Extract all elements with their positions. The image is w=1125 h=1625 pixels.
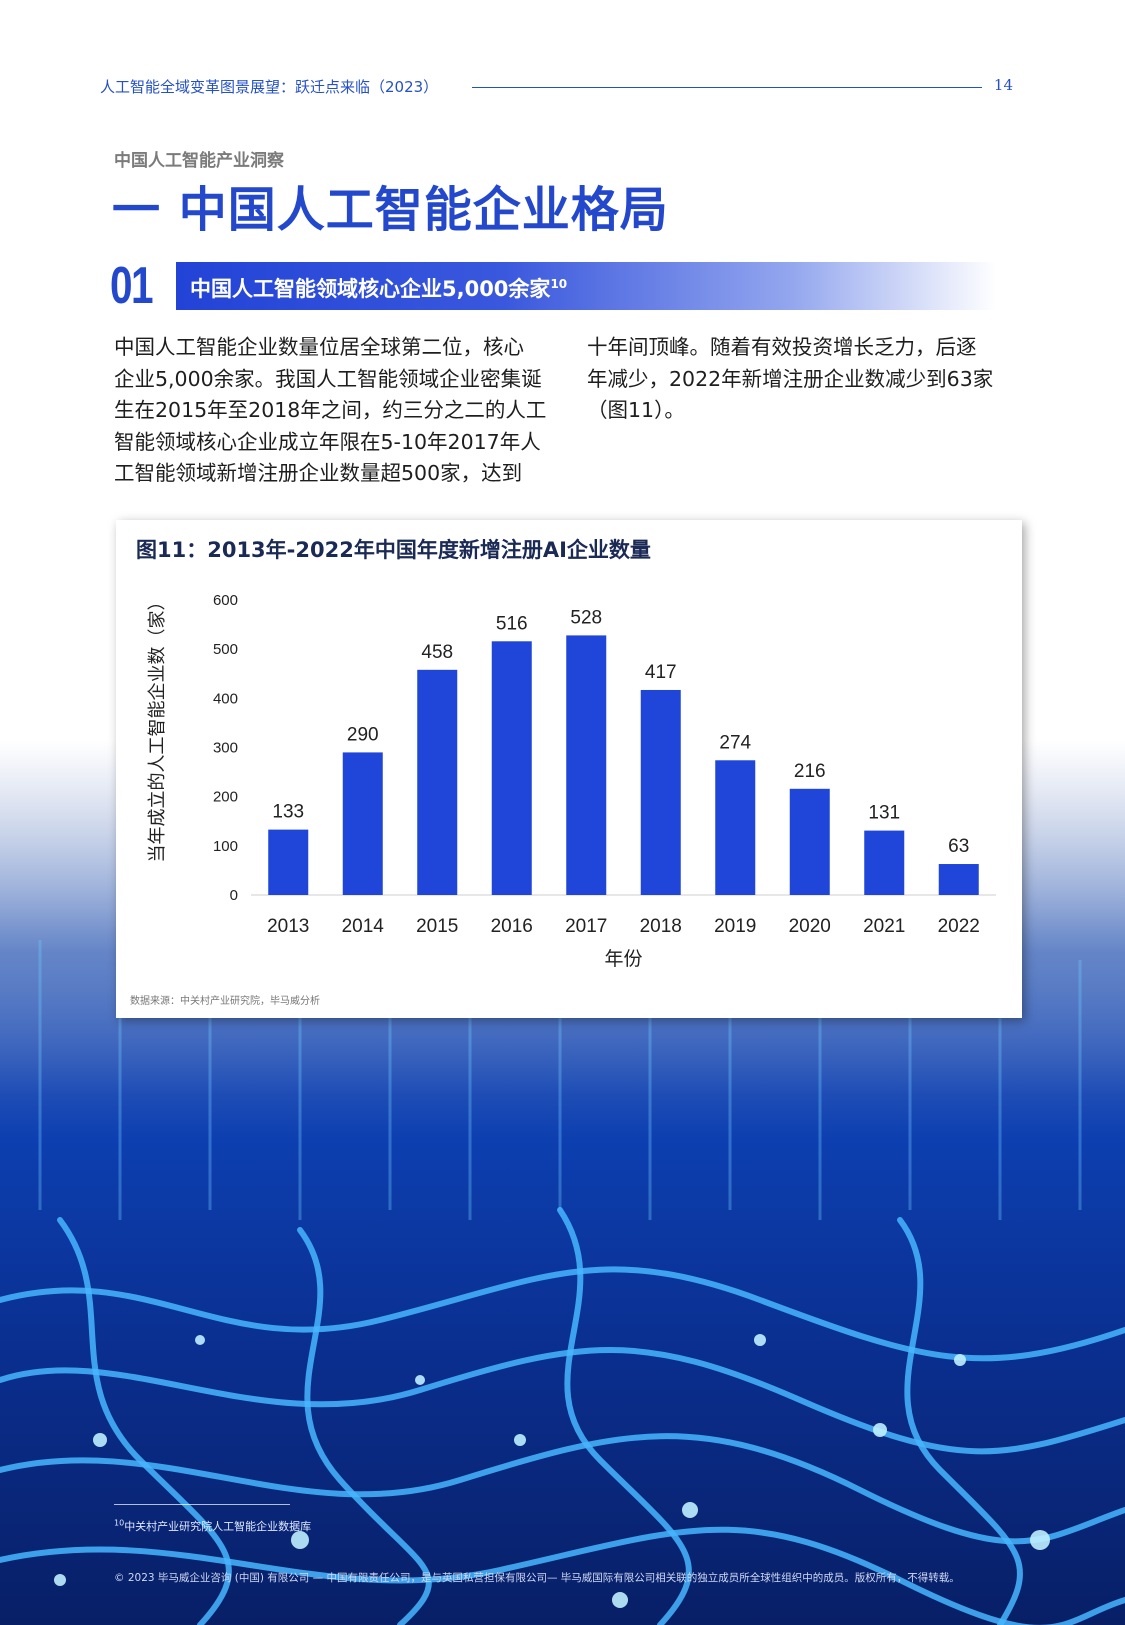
footnote: 10中关村产业研究院人工智能企业数据库 xyxy=(114,1518,311,1534)
subsection-number: 01 xyxy=(110,257,154,315)
y-tick-label: 200 xyxy=(213,789,238,806)
body-line: 十年间顶峰。随着有效投资增长乏力，后逐 xyxy=(587,335,977,359)
page-number: 14 xyxy=(993,76,1013,94)
data-label-2017: 528 xyxy=(570,607,602,628)
y-tick-label: 600 xyxy=(213,592,238,609)
body-text-right: 十年间顶峰。随着有效投资增长乏力，后逐 年减少，2022年新增注册企业数减少到6… xyxy=(587,332,1017,427)
footnote-number: 10 xyxy=(114,1518,125,1528)
y-axis-label: 当年成立的人工智能企业数（家） xyxy=(147,593,168,863)
data-label-2014: 290 xyxy=(347,724,379,745)
bar-chart: 0 100 200 300 400 500 600 133 2013 290 2014 458 2015… xyxy=(147,592,996,970)
bar-2015 xyxy=(417,669,458,895)
x-tick-label-2019: 2019 xyxy=(714,916,756,937)
data-label-2022: 63 xyxy=(948,836,969,857)
x-tick-label-2016: 2016 xyxy=(491,916,533,937)
section-label: 中国人工智能产业洞察 xyxy=(114,151,284,171)
body-line: 年减少，2022年新增注册企业数减少到63家 xyxy=(587,366,994,391)
bar-2018 xyxy=(640,689,681,895)
bar-2013 xyxy=(268,829,309,895)
body-line: 智能领域核心企业成立年限在5-10年2017年人 xyxy=(114,429,541,454)
x-axis-label: 年份 xyxy=(604,948,642,970)
data-label-2016: 516 xyxy=(496,613,528,634)
y-tick-label: 400 xyxy=(213,690,238,707)
running-header: 人工智能全域变革图景展望：跃迁点来临（2023） 14 xyxy=(100,76,1013,98)
copyright-notice: © 2023 毕马威企业咨询 (中国) 有限公司 — 中国有限责任公司，是与英国… xyxy=(114,1572,960,1584)
bar-2016 xyxy=(491,641,532,895)
x-tick-label-2018: 2018 xyxy=(640,916,682,937)
body-line: 企业5,000余家。我国人工智能领域企业密集诞 xyxy=(114,366,542,391)
footnote-text: 中关村产业研究院人工智能企业数据库 xyxy=(124,1520,312,1533)
report-title: 人工智能全域变革图景展望：跃迁点来临（2023） xyxy=(100,78,439,96)
data-label-2020: 216 xyxy=(794,761,826,782)
header-divider xyxy=(472,87,982,88)
page-title: 一 中国人工智能企业格局 xyxy=(112,182,669,238)
body-text-left: 中国人工智能企业数量位居全球第二位，核心 企业5,000余家。我国人工智能领域企… xyxy=(114,332,562,490)
bar-2019 xyxy=(715,760,756,895)
x-tick-label-2014: 2014 xyxy=(342,916,385,937)
footnote-divider xyxy=(114,1504,290,1505)
data-label-2021: 131 xyxy=(868,803,900,824)
x-tick-label-2015: 2015 xyxy=(416,916,458,937)
subsection-heading: 中国人工智能领域核心企业5,000余家10 xyxy=(190,273,567,303)
body-line: （图11）。 xyxy=(587,398,685,422)
chart-card: 图11：2013年-2022年中国年度新增注册AI企业数量 0 100 200 300… xyxy=(116,520,1022,1018)
circuit-lines-graphic xyxy=(0,940,1125,1625)
bar-2022 xyxy=(938,864,979,895)
data-label-2015: 458 xyxy=(421,642,453,663)
x-tick-label-2013: 2013 xyxy=(267,916,309,937)
subsection-heading-bar: 中国人工智能领域核心企业5,000余家10 xyxy=(176,262,996,310)
subsection-heading-text: 中国人工智能领域核心企业5,000余家 xyxy=(190,277,551,301)
x-tick-label-2017: 2017 xyxy=(565,916,607,937)
bar-2020 xyxy=(789,788,830,895)
y-tick-label: 0 xyxy=(230,887,238,904)
body-line: 生在2015年至2018年之间，约三分之二的人工 xyxy=(114,398,547,422)
data-label-2019: 274 xyxy=(719,732,751,753)
body-line: 工智能领域新增注册企业数量超500家，达到 xyxy=(114,461,523,485)
bar-2014 xyxy=(342,752,383,895)
x-tick-label-2021: 2021 xyxy=(863,916,905,937)
x-tick-label-2022: 2022 xyxy=(938,916,980,937)
bar-2021 xyxy=(864,830,905,895)
data-label-2018: 417 xyxy=(645,662,677,683)
chart-source: 数据来源：中关村产业研究院，毕马威分析 xyxy=(130,996,320,1007)
x-tick-label-2020: 2020 xyxy=(789,916,831,937)
y-tick-label: 100 xyxy=(213,838,238,855)
y-tick-label: 300 xyxy=(213,740,238,757)
chart-title: 图11：2013年-2022年中国年度新增注册AI企业数量 xyxy=(136,538,651,562)
bar-2017 xyxy=(566,635,607,895)
y-tick-label: 500 xyxy=(213,641,238,658)
footnote-reference: 10 xyxy=(550,277,568,291)
data-label-2013: 133 xyxy=(272,802,304,823)
body-line: 中国人工智能企业数量位居全球第二位，核心 xyxy=(114,335,524,359)
